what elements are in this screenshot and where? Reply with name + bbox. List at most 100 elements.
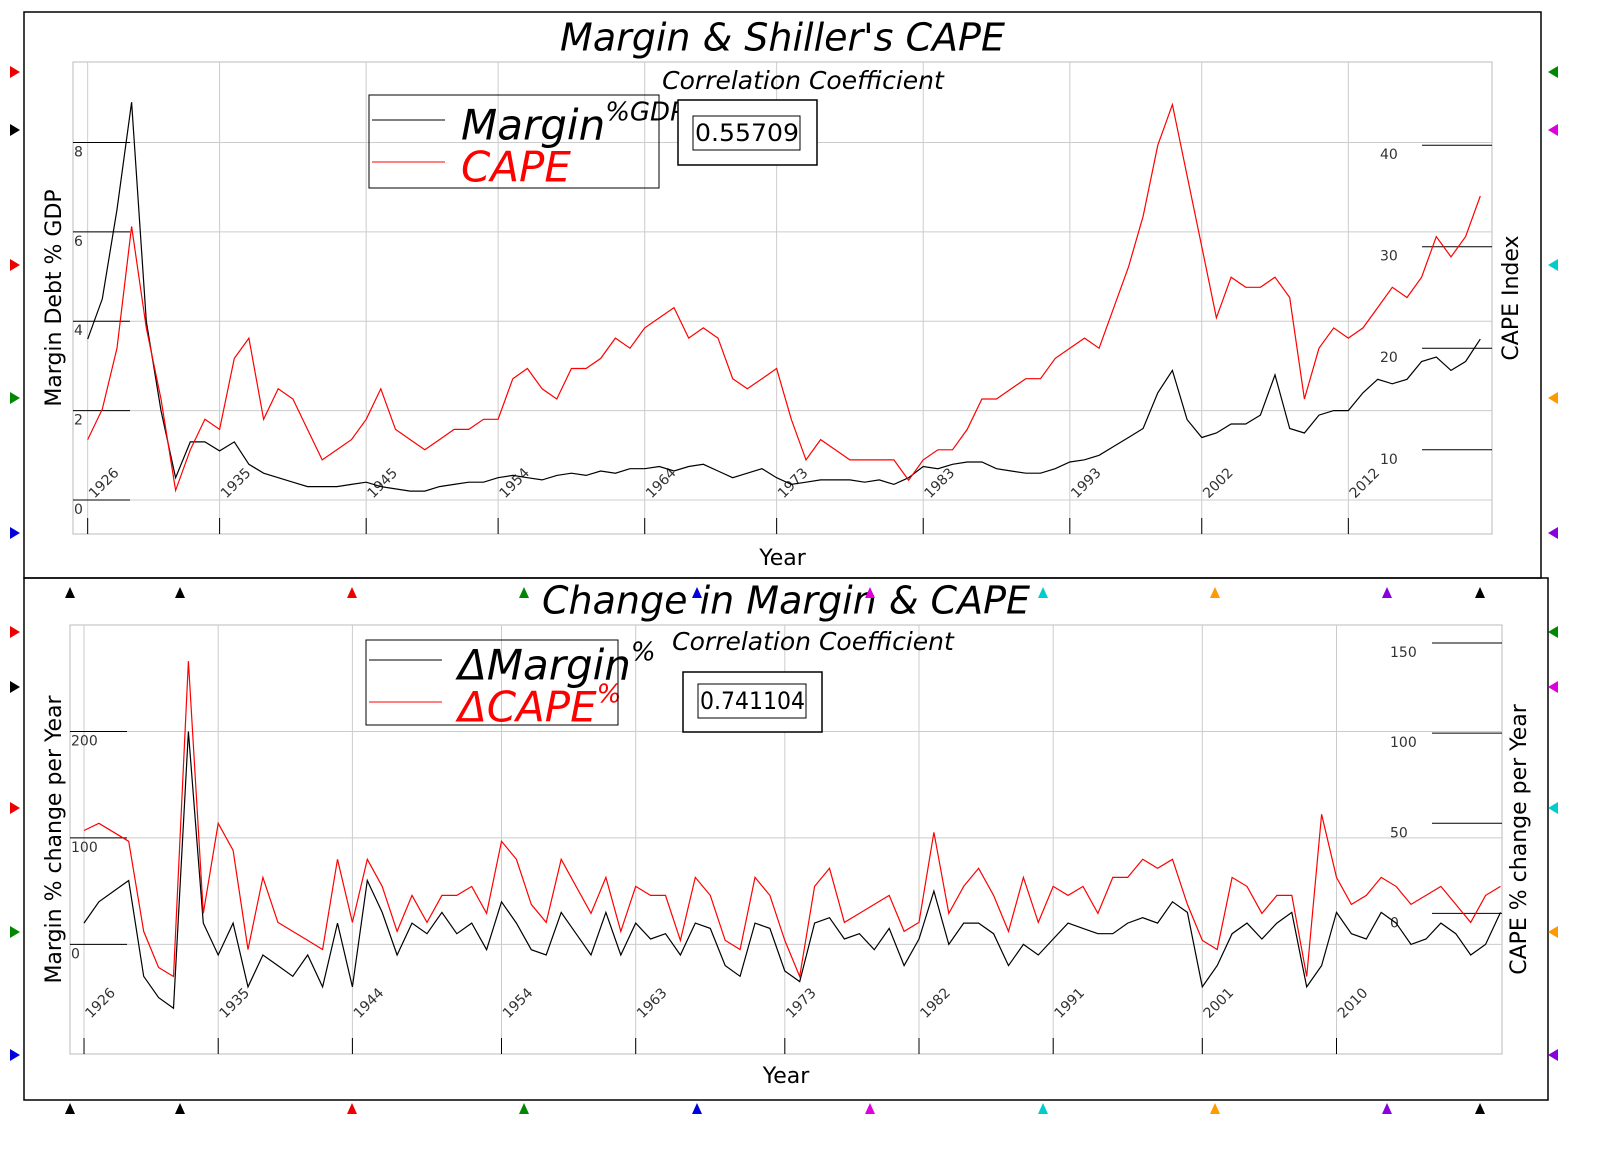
x-tick-label: 2002 [1200, 465, 1237, 502]
plot-area [72, 61, 1493, 535]
edge-marker [1548, 1049, 1558, 1061]
y-tick-label: 4 [74, 323, 83, 339]
edge-marker [1548, 527, 1558, 539]
edge-marker [10, 626, 20, 638]
edge-marker [65, 587, 75, 598]
correlation-value: 0.741104 [700, 687, 805, 715]
y2-tick-label: 40 [1380, 147, 1398, 163]
edge-marker [692, 1103, 702, 1114]
edge-marker [10, 259, 20, 271]
edge-marker [10, 392, 20, 404]
legend-label: ΔCAPE [455, 683, 597, 732]
edge-marker [1548, 66, 1558, 78]
y-tick-label: 200 [71, 733, 98, 749]
y-tick-label: 6 [74, 234, 83, 250]
edge-marker [347, 1103, 357, 1114]
y2-tick-label: 150 [1390, 645, 1417, 661]
edge-marker [1038, 1103, 1048, 1114]
edge-marker [175, 587, 185, 598]
y2-axis-label: CAPE % change per Year [1507, 703, 1532, 974]
edge-marker [1548, 626, 1558, 638]
x-tick-label: 1935 [217, 985, 254, 1022]
x-tick-label: 1973 [775, 465, 812, 502]
x-tick-label: 1954 [496, 465, 533, 502]
edge-marker [175, 1103, 185, 1114]
x-axis-label: Year [758, 546, 807, 571]
correlation-field [697, 683, 807, 719]
edge-marker [865, 1103, 875, 1114]
legend-superscript: % [597, 680, 622, 710]
x-tick-label: 1944 [351, 985, 388, 1022]
edge-marker [1548, 802, 1558, 814]
x-tick-label: 1954 [500, 985, 537, 1022]
edge-marker [10, 66, 20, 78]
x-tick-label: 1926 [82, 985, 119, 1022]
x-tick-label: 1973 [783, 985, 820, 1022]
x-axis-label: Year [762, 1064, 811, 1089]
series-line [83, 661, 1501, 979]
edge-marker [10, 124, 20, 136]
x-tick-label: 2012 [1347, 465, 1384, 502]
edge-marker [519, 1103, 529, 1114]
legend-label: Margin [461, 101, 605, 150]
x-tick-label: 1935 [218, 465, 255, 502]
y-axis-label: Margin % change per Year [42, 694, 67, 983]
x-tick-label: 1983 [922, 465, 959, 502]
y2-tick-label: 20 [1380, 350, 1398, 366]
y-tick-label: 0 [74, 502, 83, 518]
legend-box [365, 639, 619, 726]
y-tick-label: 8 [74, 144, 83, 160]
y2-tick-label: 100 [1390, 735, 1417, 751]
edge-marker [1210, 587, 1220, 598]
y-axis-label: Margin Debt % GDP [42, 189, 67, 406]
edge-marker [10, 527, 20, 539]
y2-axis-label: CAPE Index [1499, 235, 1524, 360]
y2-tick-label: 10 [1380, 452, 1398, 468]
chart-title: Margin & Shiller's CAPE [560, 16, 1005, 60]
y-tick-label: 0 [71, 946, 80, 962]
y-tick-label: 2 [74, 413, 83, 429]
correlation-value: 0.55709 [695, 119, 799, 147]
plot-area [69, 624, 1503, 1055]
edge-marker [65, 1103, 75, 1114]
y2-tick-label: 0 [1390, 915, 1399, 931]
edge-marker [1548, 681, 1558, 693]
edge-marker [10, 681, 20, 693]
edge-marker [347, 587, 357, 598]
legend-box [368, 94, 660, 189]
edge-marker [1475, 1103, 1485, 1114]
x-tick-label: 1991 [1052, 985, 1089, 1022]
edge-marker [1548, 124, 1558, 136]
edge-marker [1548, 259, 1558, 271]
edge-marker [1475, 587, 1485, 598]
edge-marker [1382, 587, 1392, 598]
annotation: Correlation Coefficient [662, 66, 945, 95]
series-line [83, 731, 1502, 1010]
chart-frame [23, 577, 1549, 1101]
x-tick-label: 1963 [634, 985, 671, 1022]
edge-marker [10, 926, 20, 938]
chart-title: Change in Margin & CAPE [542, 579, 1030, 623]
edge-marker [1038, 587, 1048, 598]
legend-superscript: %GDP [605, 98, 686, 128]
edge-marker [10, 1049, 20, 1061]
legend-superscript: % [631, 638, 656, 668]
legend-label: CAPE [461, 143, 571, 192]
edge-marker [1548, 392, 1558, 404]
x-tick-label: 2001 [1201, 985, 1238, 1022]
y2-tick-label: 30 [1380, 249, 1398, 265]
edge-marker [1382, 1103, 1392, 1114]
series-line [87, 102, 1481, 493]
edge-marker [519, 587, 529, 598]
legend-label: ΔMargin [455, 641, 631, 690]
series-line [87, 102, 1481, 492]
y-tick-label: 100 [71, 840, 98, 856]
x-tick-label: 1926 [86, 465, 123, 502]
edge-marker [865, 587, 875, 598]
x-tick-label: 1982 [917, 985, 954, 1022]
edge-marker [692, 587, 702, 598]
x-tick-label: 1993 [1068, 465, 1105, 502]
correlation-field [692, 115, 801, 151]
annotation: Correlation Coefficient [672, 627, 955, 656]
